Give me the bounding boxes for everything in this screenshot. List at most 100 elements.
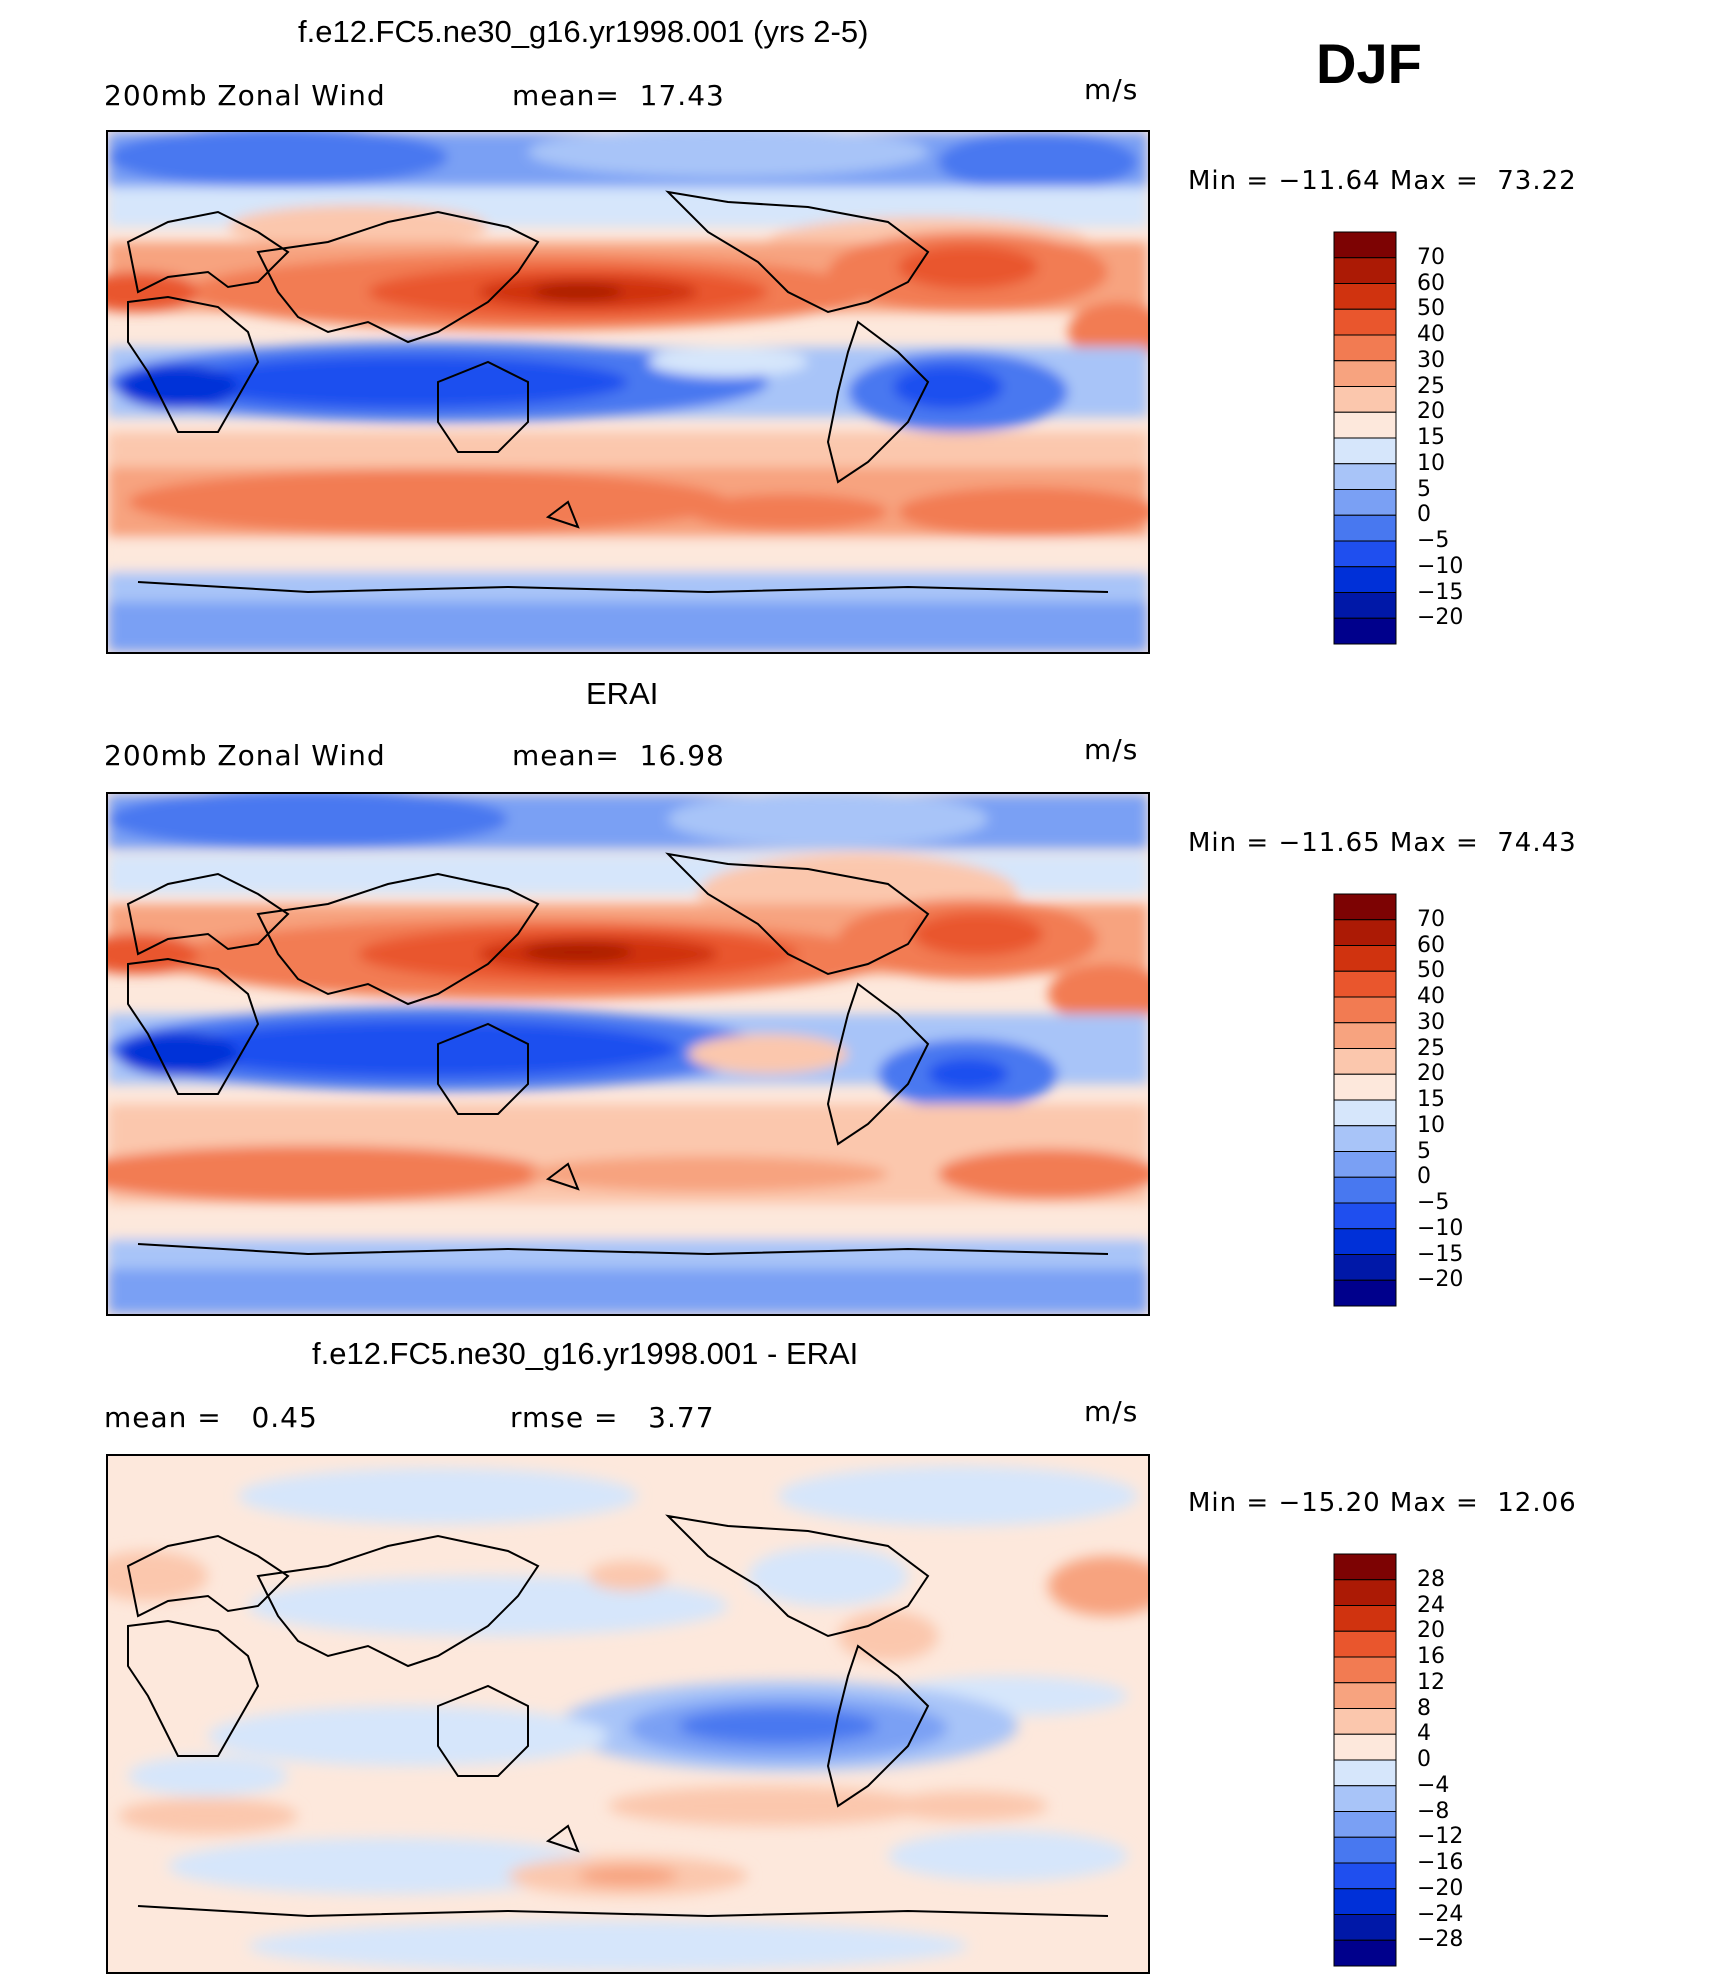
- colorbar-swatch: [1333, 1630, 1397, 1658]
- colorbar-swatch: [1333, 1836, 1397, 1864]
- colorbar-tick-label: 0: [1417, 1164, 1431, 1190]
- colorbar-swatch: [1333, 540, 1397, 568]
- colorbar-swatch: [1333, 919, 1397, 946]
- panel-model-units: m/s: [1084, 73, 1139, 106]
- colorbar-tick-label: 0: [1417, 1747, 1431, 1772]
- colorbar-swatch: [1333, 1605, 1397, 1632]
- panel-obs-coastlines: [126, 852, 1109, 1256]
- colorbar-tick-label: 16: [1417, 1644, 1445, 1669]
- colorbar-swatch: [1333, 1862, 1397, 1890]
- colorbar-swatch: [1333, 386, 1397, 413]
- colorbar-tick-label: 15: [1417, 1087, 1445, 1112]
- panel-obs-left-label: 200mb Zonal Wind: [104, 739, 386, 772]
- colorbar-swatch: [1333, 1279, 1397, 1307]
- colorbar-swatch: [1333, 1656, 1397, 1684]
- colorbar-swatch: [1333, 437, 1397, 465]
- panel-obs-title: ERAI: [586, 676, 659, 711]
- colorbar-tick-label: 60: [1417, 270, 1445, 296]
- panel-model-colorbar-swatches: [1333, 231, 1397, 645]
- panel-diff-contours: [108, 1456, 1148, 1972]
- colorbar-swatch: [1333, 360, 1397, 387]
- colorbar-swatch: [1333, 1099, 1397, 1127]
- panel-obs-colorbar: [1333, 893, 1397, 1307]
- panel-obs-colorbar-swatches: [1333, 893, 1397, 1307]
- colorbar-tick-label: 0: [1417, 502, 1431, 528]
- colorbar-tick-label: 50: [1417, 958, 1445, 984]
- colorbar-swatch: [1333, 1176, 1397, 1204]
- colorbar-tick-label: 70: [1417, 244, 1445, 270]
- colorbar-tick-label: 5: [1417, 476, 1431, 502]
- colorbar-tick-label: 12: [1417, 1669, 1445, 1695]
- panel-obs-minmax: Min = −11.65 Max = 74.43: [1188, 828, 1577, 858]
- colorbar-swatch: [1333, 411, 1397, 439]
- colorbar-swatch: [1333, 893, 1397, 921]
- colorbar-tick-label: 4: [1417, 1721, 1431, 1747]
- colorbar-swatch: [1333, 1202, 1397, 1230]
- colorbar-swatch: [1333, 1151, 1397, 1178]
- panel-diff-colorbar: [1333, 1553, 1397, 1967]
- panel-model-left-label: 200mb Zonal Wind: [104, 79, 386, 112]
- panel-model-map: [106, 130, 1150, 654]
- panel-model-mean-label: mean= 17.43: [512, 79, 725, 112]
- colorbar-swatch: [1333, 1048, 1397, 1075]
- colorbar-tick-label: −20: [1417, 1875, 1464, 1901]
- colorbar-tick-label: 28: [1417, 1566, 1445, 1592]
- colorbar-tick-label: 70: [1417, 906, 1445, 932]
- panel-diff-left-label: mean = 0.45: [104, 1401, 318, 1434]
- colorbar-tick-label: 25: [1417, 1035, 1445, 1061]
- colorbar-tick-label: −10: [1417, 553, 1464, 579]
- colorbar-tick-label: 50: [1417, 296, 1445, 322]
- colorbar-swatch: [1333, 1811, 1397, 1838]
- panel-diff-coastlines: [126, 1514, 1109, 1918]
- colorbar-tick-label: 10: [1417, 450, 1445, 476]
- colorbar-swatch: [1333, 1888, 1397, 1915]
- colorbar-swatch: [1333, 1914, 1397, 1941]
- panel-obs-mean-label: mean= 16.98: [512, 739, 725, 772]
- colorbar-tick-label: −20: [1417, 605, 1464, 631]
- panel-diff-minmax: Min = −15.20 Max = 12.06: [1188, 1488, 1577, 1518]
- colorbar-tick-label: −24: [1417, 1901, 1464, 1927]
- panel-diff-units: m/s: [1084, 1395, 1139, 1428]
- colorbar-tick-label: −5: [1417, 528, 1450, 553]
- colorbar-tick-label: 25: [1417, 373, 1445, 399]
- panel-model-coastlines: [126, 190, 1109, 594]
- colorbar-tick-label: 40: [1417, 322, 1445, 347]
- colorbar-swatch: [1333, 1759, 1397, 1787]
- colorbar-tick-label: 30: [1417, 347, 1445, 373]
- colorbar-tick-label: 40: [1417, 984, 1445, 1009]
- panel-diff-title: f.e12.FC5.ne30_g16.yr1998.001 - ERAI: [312, 1336, 859, 1371]
- panel-model-contours: [108, 132, 1148, 652]
- panel-diff-map: [106, 1454, 1150, 1974]
- colorbar-swatch: [1333, 257, 1397, 284]
- colorbar-swatch: [1333, 1228, 1397, 1255]
- colorbar-tick-label: −15: [1417, 579, 1464, 605]
- colorbar-swatch: [1333, 489, 1397, 516]
- colorbar-swatch: [1333, 231, 1397, 259]
- panel-obs-map: [106, 792, 1150, 1316]
- colorbar-swatch: [1333, 308, 1397, 336]
- colorbar-tick-label: 30: [1417, 1009, 1445, 1035]
- panel-model-colorbar: [1333, 231, 1397, 645]
- colorbar-tick-label: −4: [1417, 1772, 1450, 1798]
- colorbar-swatch: [1333, 592, 1397, 619]
- colorbar-swatch: [1333, 945, 1397, 972]
- colorbar-swatch: [1333, 1939, 1397, 1967]
- colorbar-tick-label: 10: [1417, 1112, 1445, 1138]
- panel-model-title: f.e12.FC5.ne30_g16.yr1998.001 (yrs 2-5): [298, 14, 869, 49]
- colorbar-swatch: [1333, 1022, 1397, 1049]
- colorbar-tick-label: 24: [1417, 1592, 1445, 1618]
- colorbar-tick-label: −28: [1417, 1927, 1464, 1953]
- colorbar-tick-label: 15: [1417, 425, 1445, 450]
- panel-obs-contours: [108, 794, 1148, 1314]
- colorbar-swatch: [1333, 1785, 1397, 1812]
- colorbar-tick-label: −16: [1417, 1850, 1464, 1875]
- colorbar-swatch: [1333, 617, 1397, 645]
- colorbar-swatch: [1333, 1125, 1397, 1152]
- colorbar-swatch: [1333, 1579, 1397, 1606]
- panel-diff-colorbar-swatches: [1333, 1553, 1397, 1967]
- colorbar-tick-label: −10: [1417, 1215, 1464, 1241]
- colorbar-tick-label: 20: [1417, 1618, 1445, 1644]
- colorbar-tick-label: 5: [1417, 1138, 1431, 1164]
- colorbar-tick-label: 60: [1417, 932, 1445, 958]
- colorbar-swatch: [1333, 1682, 1397, 1709]
